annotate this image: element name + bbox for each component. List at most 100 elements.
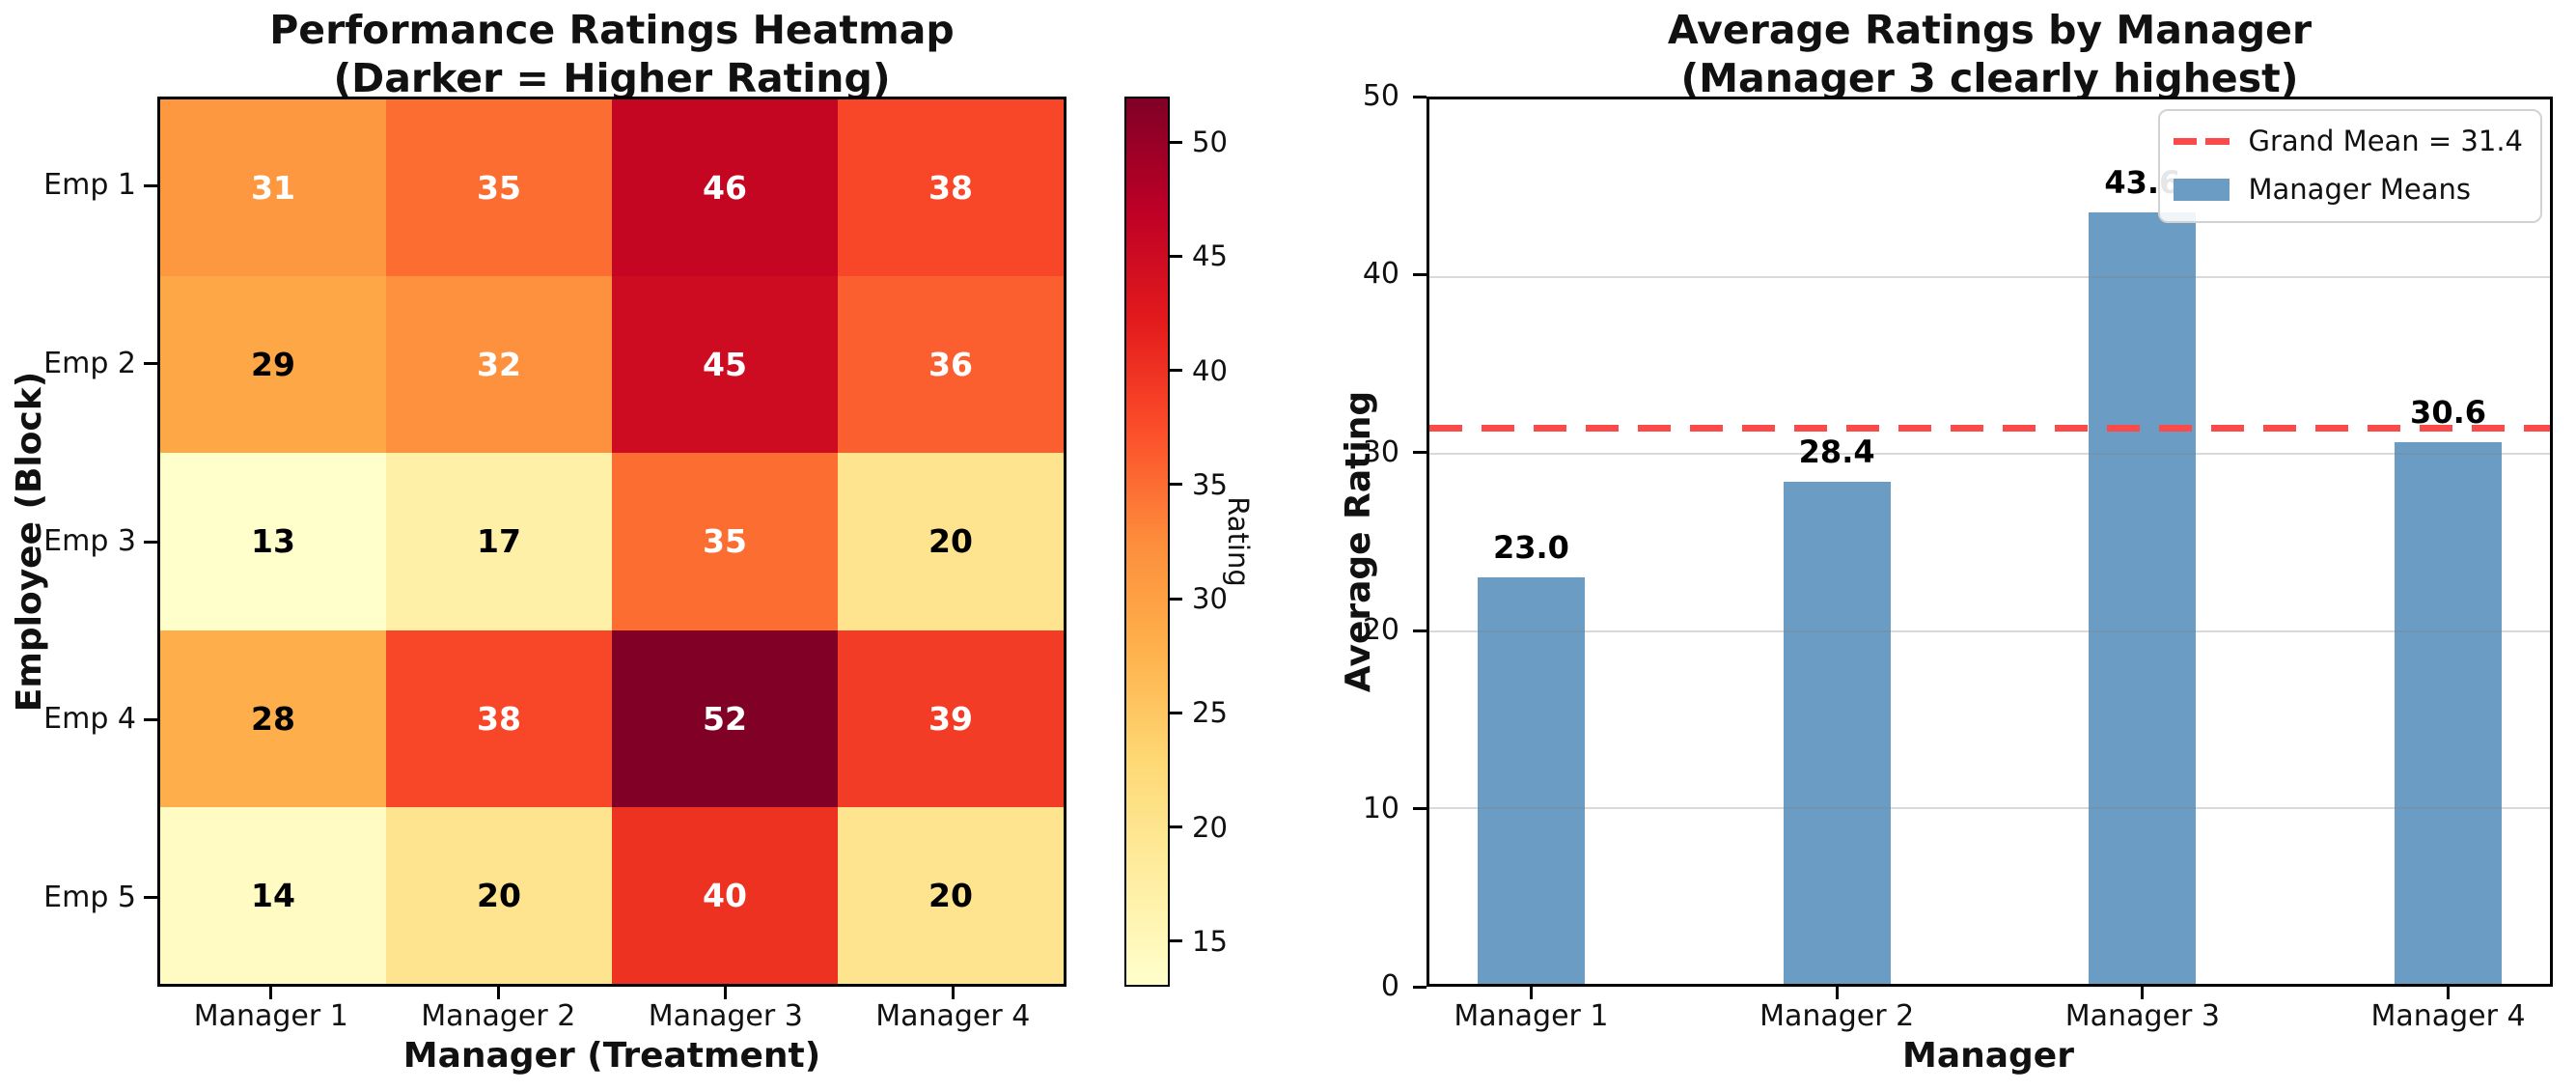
heatmap-cell: 20 bbox=[838, 453, 1064, 630]
heatmap-x-tick bbox=[724, 987, 728, 999]
heatmap-cell: 14 bbox=[160, 806, 386, 984]
heatmap-cell: 40 bbox=[612, 806, 838, 984]
colorbar-tick bbox=[1170, 140, 1182, 144]
legend-row-grand-mean: Grand Mean = 31.4 bbox=[2173, 121, 2523, 161]
heatmap-cell: 29 bbox=[160, 276, 386, 454]
bar-col-label: Manager 1 bbox=[1454, 999, 1609, 1033]
heatmap-row-label: Emp 2 bbox=[43, 346, 136, 380]
heatmap-y-tick bbox=[144, 183, 157, 187]
heatmap-cell-value: 40 bbox=[703, 876, 747, 914]
heatmap-cell: 20 bbox=[386, 806, 612, 984]
heatmap-cell: 39 bbox=[838, 629, 1064, 807]
colorbar-tick bbox=[1170, 711, 1182, 714]
bar-value-label: 28.4 bbox=[1798, 433, 1875, 470]
heatmap-cell-value: 35 bbox=[477, 169, 521, 208]
bar-y-tick-label: 10 bbox=[1362, 791, 1399, 825]
heatmap-title-line1: Performance Ratings Heatmap bbox=[269, 7, 955, 53]
colorbar-tick-label: 45 bbox=[1192, 239, 1228, 273]
legend-patch-label: Manager Means bbox=[2248, 173, 2471, 206]
bar-y-tick bbox=[1413, 451, 1426, 455]
heatmap-cell: 20 bbox=[838, 806, 1064, 984]
bar-x-tick bbox=[1835, 987, 1839, 999]
colorbar-tick bbox=[1170, 369, 1182, 373]
heatmap-row-label: Emp 4 bbox=[43, 702, 136, 737]
heatmap-cell-value: 46 bbox=[703, 169, 747, 208]
heatmap-cell: 36 bbox=[838, 276, 1064, 454]
colorbar-tick bbox=[1170, 939, 1182, 943]
colorbar-tick-label: 35 bbox=[1192, 467, 1228, 501]
bar-plot: Grand Mean = 31.4 Manager Means 23.0 28.4… bbox=[1426, 97, 2553, 987]
bar-y-tick bbox=[1413, 272, 1426, 276]
heatmap-cell: 17 bbox=[386, 453, 612, 630]
heatmap-cell-value: 38 bbox=[477, 699, 521, 738]
heatmap-cell: 35 bbox=[386, 99, 612, 277]
colorbar-tick-label: 25 bbox=[1192, 696, 1228, 730]
colorbar-tick-label: 40 bbox=[1192, 353, 1228, 387]
heatmap-cell: 31 bbox=[160, 99, 386, 277]
heatmap-cell: 38 bbox=[838, 99, 1064, 277]
heatmap-y-tick bbox=[144, 717, 157, 721]
colorbar bbox=[1124, 97, 1170, 987]
heatmap-row-label: Emp 1 bbox=[43, 168, 136, 203]
bar-y-tick-label: 50 bbox=[1362, 79, 1399, 113]
heatmap-y-tick bbox=[144, 540, 157, 544]
gridline bbox=[1429, 276, 2550, 279]
bar-xlabel: Manager bbox=[1902, 1036, 2074, 1076]
colorbar-tick-label: 30 bbox=[1192, 582, 1228, 616]
heatmap-row-label: Emp 5 bbox=[43, 880, 136, 914]
heatmap-row-label: Emp 3 bbox=[43, 524, 136, 558]
legend-row-manager-means: Manager Means bbox=[2173, 169, 2524, 210]
heatmap-cell-value: 45 bbox=[703, 346, 747, 384]
heatmap-cell: 28 bbox=[160, 629, 386, 807]
bar-title-line1: Average Ratings by Manager bbox=[1667, 7, 2313, 53]
heatmap-cell-value: 17 bbox=[477, 522, 521, 561]
heatmap-cell-value: 20 bbox=[477, 876, 521, 914]
bar-col-label: Manager 4 bbox=[2370, 999, 2526, 1033]
heatmap-y-tick bbox=[144, 362, 157, 366]
bar-col-label: Manager 2 bbox=[1759, 999, 1915, 1033]
bar bbox=[1478, 576, 1585, 984]
grand-mean-line bbox=[1429, 424, 2550, 432]
heatmap-cell-value: 36 bbox=[928, 346, 973, 384]
bar-y-tick bbox=[1413, 629, 1426, 632]
heatmap-col-label: Manager 2 bbox=[421, 999, 576, 1033]
gridline bbox=[1429, 629, 2550, 632]
colorbar-tick bbox=[1170, 825, 1182, 828]
bar-title-line2: (Manager 3 clearly highest) bbox=[1680, 55, 2299, 101]
heatmap-y-tick bbox=[144, 896, 157, 900]
bar-y-tick-label: 30 bbox=[1362, 434, 1399, 469]
heatmap-title-line2: (Darker = Higher Rating) bbox=[333, 55, 891, 101]
heatmap-cell-value: 20 bbox=[928, 876, 973, 914]
heatmap-xlabel: Manager (Treatment) bbox=[402, 1036, 821, 1076]
bar-y-tick bbox=[1413, 807, 1426, 811]
gridline bbox=[1429, 806, 2550, 809]
bar-y-tick bbox=[1413, 985, 1426, 989]
heatmap-cell-value: 29 bbox=[251, 346, 295, 384]
bar-x-tick bbox=[2141, 987, 2145, 999]
bar-y-tick-label: 0 bbox=[1380, 969, 1399, 1003]
bar bbox=[2395, 442, 2502, 984]
heatmap-cell-value: 38 bbox=[928, 169, 973, 208]
colorbar-tick bbox=[1170, 597, 1182, 601]
heatmap-cell-value: 14 bbox=[251, 876, 295, 914]
heatmap-cell: 35 bbox=[612, 453, 838, 630]
heatmap-title: Performance Ratings Heatmap (Darker = Hi… bbox=[157, 6, 1066, 102]
heatmap-x-tick bbox=[269, 987, 273, 999]
heatmap-cell: 38 bbox=[386, 629, 612, 807]
heatmap-cell-value: 13 bbox=[251, 522, 295, 561]
legend: Grand Mean = 31.4 Manager Means bbox=[2157, 109, 2542, 223]
legend-dashed-line-handle bbox=[2173, 137, 2230, 145]
bar-value-label: 23.0 bbox=[1492, 528, 1569, 566]
heatmap-cell-value: 20 bbox=[928, 522, 973, 561]
gridline bbox=[1429, 453, 2550, 456]
bar-y-tick-label: 40 bbox=[1362, 257, 1399, 292]
bar-x-tick bbox=[1529, 987, 1533, 999]
heatmap-cell: 46 bbox=[612, 99, 838, 277]
legend-bar-swatch bbox=[2173, 178, 2230, 201]
heatmap-col-label: Manager 4 bbox=[875, 999, 1031, 1033]
heatmap-x-tick bbox=[496, 987, 500, 999]
colorbar-tick bbox=[1170, 483, 1182, 487]
colorbar-tick-label: 20 bbox=[1192, 810, 1228, 844]
heatmap-cell-value: 28 bbox=[251, 699, 295, 738]
